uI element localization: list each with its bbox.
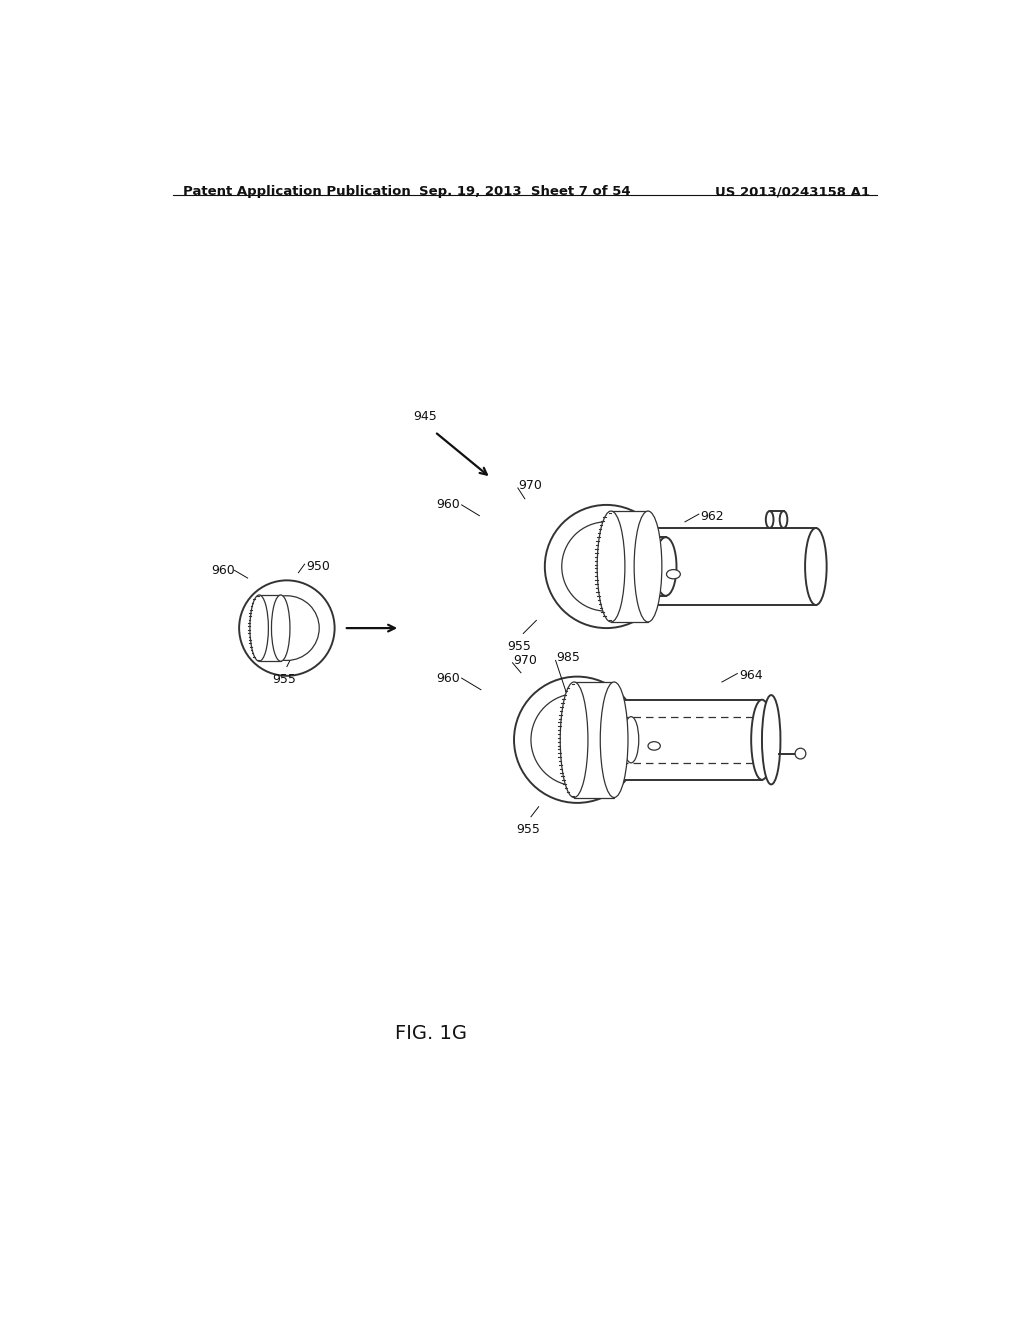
Circle shape — [255, 595, 319, 660]
Text: 950: 950 — [306, 560, 330, 573]
Ellipse shape — [271, 595, 290, 661]
Ellipse shape — [600, 682, 628, 797]
Ellipse shape — [762, 696, 780, 784]
Ellipse shape — [600, 717, 618, 763]
Ellipse shape — [605, 528, 627, 605]
Circle shape — [514, 677, 640, 803]
Text: 960: 960 — [436, 672, 460, 685]
Ellipse shape — [624, 717, 639, 763]
Text: 955: 955 — [516, 822, 540, 836]
Ellipse shape — [634, 511, 662, 622]
Circle shape — [545, 504, 668, 628]
Polygon shape — [615, 528, 816, 605]
Text: Patent Application Publication: Patent Application Publication — [183, 185, 411, 198]
Text: 945: 945 — [413, 409, 437, 422]
Text: 962: 962 — [700, 510, 724, 523]
Text: FIG. 1G: FIG. 1G — [395, 1024, 467, 1043]
Ellipse shape — [667, 570, 680, 579]
Ellipse shape — [766, 511, 773, 528]
Ellipse shape — [655, 537, 677, 595]
Text: 964: 964 — [739, 669, 763, 682]
Ellipse shape — [597, 511, 625, 622]
Ellipse shape — [605, 537, 627, 595]
Circle shape — [562, 521, 651, 611]
Polygon shape — [611, 511, 648, 622]
Ellipse shape — [752, 700, 773, 780]
Polygon shape — [259, 595, 281, 661]
Circle shape — [795, 748, 806, 759]
Polygon shape — [585, 700, 762, 780]
Text: Sep. 19, 2013  Sheet 7 of 54: Sep. 19, 2013 Sheet 7 of 54 — [419, 185, 631, 198]
Circle shape — [531, 693, 624, 785]
Text: 985: 985 — [556, 651, 581, 664]
Ellipse shape — [805, 528, 826, 605]
Ellipse shape — [574, 700, 596, 780]
Text: 970: 970 — [513, 653, 538, 667]
Ellipse shape — [648, 742, 660, 750]
Polygon shape — [574, 682, 614, 797]
Text: 970: 970 — [518, 479, 542, 492]
Text: 960: 960 — [211, 564, 234, 577]
Text: 955: 955 — [508, 640, 531, 652]
Polygon shape — [615, 537, 666, 595]
Text: 960: 960 — [436, 499, 460, 511]
Text: US 2013/0243158 A1: US 2013/0243158 A1 — [715, 185, 869, 198]
Text: 955: 955 — [272, 673, 297, 686]
Ellipse shape — [779, 511, 787, 528]
Circle shape — [240, 581, 335, 676]
Ellipse shape — [250, 595, 268, 661]
Ellipse shape — [560, 682, 588, 797]
